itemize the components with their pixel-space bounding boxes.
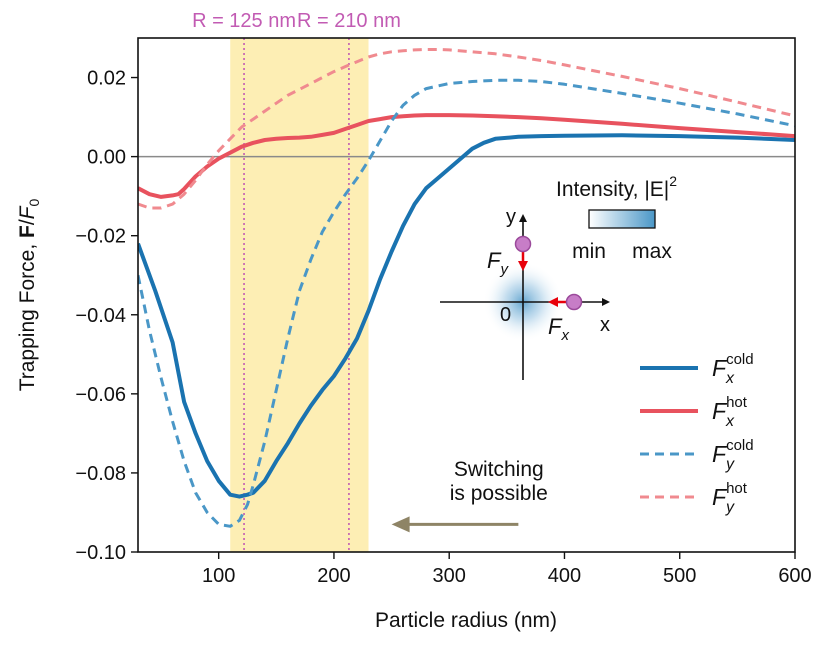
force-x-label: Fx [548, 314, 569, 344]
y-tick-label: −0.10 [75, 542, 126, 564]
x-axis-label: Particle radius (nm) [375, 609, 557, 632]
legend-label-1: Fcold x [712, 351, 754, 387]
y-axis-label-slash: / [16, 219, 39, 225]
x-tick-label: 600 [778, 565, 811, 587]
svg-text:Trapping Force, F/F0: Trapping Force, F/F0 [16, 199, 42, 392]
y-tick-label: −0.02 [75, 226, 126, 248]
y-tick-label: −0.04 [75, 305, 126, 327]
legend-label-2: Fhot x [712, 394, 748, 430]
inset-schematic: Intensity, |E|2 min max y x 0 Fy Fx [440, 173, 677, 380]
y-tick-label: 0.00 [87, 147, 126, 169]
radius-marker-label-2: R = 210 nm [297, 10, 401, 32]
legend-label-4: Fhot y [712, 480, 748, 516]
series-line-fy-cold [138, 78, 795, 528]
annotation-line-1: Switching [454, 458, 544, 481]
x-tick-label: 300 [433, 565, 466, 587]
x-tick-label: 400 [548, 565, 581, 587]
intensity-label: Intensity, |E|2 [556, 173, 677, 201]
series-line-fx-cold [138, 133, 795, 499]
particle-x [565, 293, 583, 311]
force-y-label: Fy [487, 248, 509, 278]
y-axis-label-sub: 0 [26, 199, 42, 207]
inset-x-label: x [600, 314, 610, 336]
colorbar-min-label: min [572, 240, 606, 263]
x-tick-label: 100 [202, 565, 235, 587]
y-axis-label-bold: F [16, 225, 39, 238]
intensity-colorbar [588, 209, 656, 229]
switching-region [230, 38, 369, 552]
shaded-region [230, 38, 369, 552]
colorbar-max-label: max [632, 240, 672, 263]
y-axis-ticks: 0.02 0.00 −0.02 −0.04 −0.06 −0.08 −0.10 [75, 68, 138, 564]
series-line-fx-hot [138, 113, 795, 199]
inset-origin-label: 0 [500, 304, 511, 326]
inset-y-label: y [506, 206, 516, 228]
y-tick-label: −0.06 [75, 384, 126, 406]
y-axis-label: Trapping Force, F/F0 [16, 199, 42, 392]
legend-label-3: Fcold y [712, 437, 754, 473]
switching-annotation: Switching is possible [391, 458, 548, 533]
plot-frame [137, 37, 796, 553]
y-tick-label: 0.02 [87, 68, 126, 90]
particle-y [514, 235, 532, 253]
y-axis-label-prefix: Trapping Force, [16, 238, 39, 391]
annotation-line-2: is possible [450, 482, 548, 505]
annotation-arrow-head [391, 516, 410, 533]
x-tick-label: 200 [317, 565, 350, 587]
series-line-fy-hot [138, 48, 795, 210]
x-tick-label: 500 [663, 565, 696, 587]
legend: Fcold x Fhot x Fcold y Fhot y [640, 351, 754, 516]
series-lines [138, 48, 795, 528]
x-axis-ticks: 100 200 300 400 500 600 [202, 552, 812, 587]
y-tick-label: −0.08 [75, 463, 126, 485]
y-axis-label-base: F [16, 205, 39, 219]
radius-marker-label-1: R = 125 nm [192, 10, 296, 32]
